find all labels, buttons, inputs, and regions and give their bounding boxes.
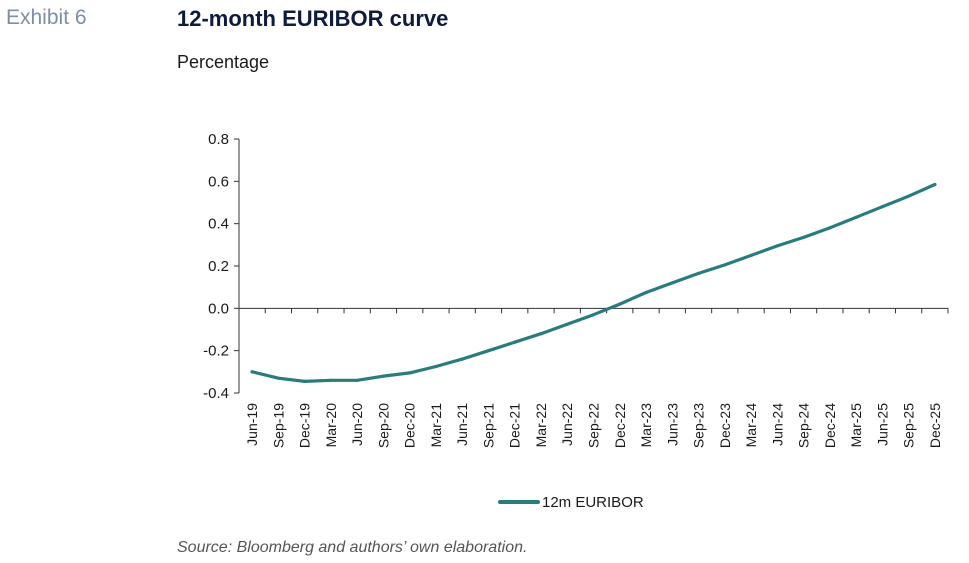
x-tick-label: Jun-21 (454, 403, 470, 446)
data-point (670, 281, 674, 285)
x-axis-ticks: Jun-19 Sep-19 Dec-19 Mar-20 Jun-20 Sep-20 Dec-… (238, 308, 949, 448)
x-tick-label: Mar-24 (743, 403, 759, 448)
data-point (618, 302, 622, 306)
data-point (303, 379, 307, 383)
data-point (775, 244, 779, 248)
chart-axes (238, 139, 948, 393)
x-tick-label: Jun-22 (559, 403, 575, 446)
data-point (907, 194, 911, 198)
data-point (486, 349, 491, 353)
x-tick-label: Sep-23 (691, 403, 707, 448)
data-point (355, 378, 359, 382)
data-point (828, 226, 832, 230)
x-tick-label: Jun-25 (874, 403, 890, 446)
legend: 12m EURIBOR (498, 494, 644, 511)
data-point (460, 357, 464, 361)
x-tick-label: Sep-22 (586, 403, 602, 448)
x-tick-label: Sep-21 (480, 403, 496, 448)
y-tick-label: 0.6 (208, 173, 229, 190)
chart-subtitle: Percentage (177, 52, 270, 72)
x-tick-label: Sep-25 (901, 403, 917, 448)
y-tick-label: -0.2 (203, 343, 229, 360)
x-tick-label: Dec-23 (717, 403, 733, 448)
x-tick-label: Dec-22 (612, 403, 628, 448)
x-tick-label: Sep-20 (375, 403, 391, 448)
x-tick-label: Dec-21 (507, 403, 523, 448)
x-tick-label: Mar-20 (323, 403, 339, 448)
x-tick-label: Dec-25 (927, 403, 943, 448)
data-point (880, 205, 884, 209)
x-tick-label: Mar-22 (533, 403, 549, 448)
data-point (591, 313, 596, 317)
data-point (434, 364, 438, 369)
source-note: Source: Bloomberg and authors’ own elabo… (177, 539, 528, 556)
data-point (565, 322, 569, 326)
data-point (723, 263, 727, 267)
data-point (408, 371, 412, 375)
y-axis-ticks: 0.8 0.6 0.4 0.2 0.0 -0.2 -0.4 (203, 131, 239, 402)
x-tick-label: Sep-24 (796, 403, 812, 448)
x-tick-label: Jun-23 (664, 403, 680, 446)
exhibit-label: Exhibit 6 (6, 6, 87, 29)
data-point (933, 182, 937, 187)
y-tick-label: -0.4 (203, 385, 229, 402)
legend-label: 12m EURIBOR (542, 494, 644, 511)
data-point (854, 215, 858, 219)
x-tick-label: Mar-23 (638, 403, 654, 448)
series-line-12m-euribor (250, 182, 937, 383)
y-tick-label: 0.8 (208, 131, 229, 148)
x-tick-label: Jun-19 (244, 403, 260, 446)
data-point (801, 235, 806, 240)
x-tick-label: Dec-20 (402, 403, 418, 448)
x-tick-label: Mar-25 (848, 403, 864, 448)
data-point (749, 253, 753, 258)
chart-title: 12-month EURIBOR curve (177, 6, 449, 31)
data-point (539, 332, 543, 336)
y-tick-label: 0.0 (208, 300, 229, 317)
data-point (250, 370, 254, 374)
data-point (513, 340, 517, 344)
data-point (329, 378, 333, 382)
x-tick-label: Jun-20 (349, 403, 365, 446)
x-tick-label: Mar-21 (428, 403, 444, 448)
y-tick-label: 0.2 (208, 258, 229, 275)
data-point (696, 271, 701, 276)
x-tick-label: Dec-24 (822, 403, 838, 448)
data-point (276, 376, 280, 380)
x-tick-label: Sep-19 (270, 403, 286, 448)
data-point (644, 290, 648, 295)
data-point (381, 374, 386, 378)
y-tick-label: 0.4 (208, 216, 229, 233)
x-tick-label: Jun-24 (769, 403, 785, 446)
series-layer (250, 182, 937, 383)
x-tick-label: Dec-19 (297, 403, 313, 448)
